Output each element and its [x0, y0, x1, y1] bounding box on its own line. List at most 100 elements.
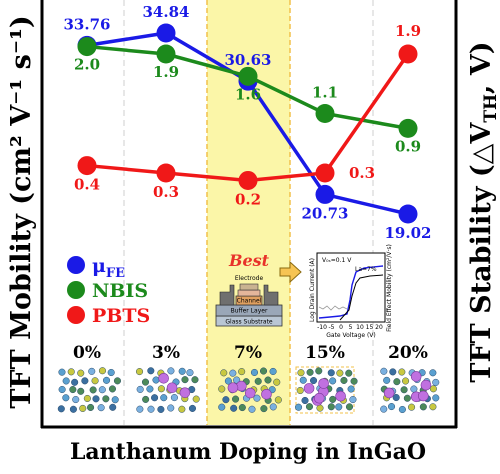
lattice-atom: [178, 405, 186, 413]
lattice-atom: [349, 395, 357, 404]
lattice-atom: [181, 376, 189, 384]
lattice-atom: [254, 377, 262, 385]
dopant-atom: [158, 372, 169, 384]
data-label-pbts: 0.3: [153, 183, 179, 201]
lattice-atom: [429, 385, 437, 393]
inset-x-tick-label: -5: [329, 324, 335, 331]
dopant-atom: [383, 387, 395, 399]
lattice-atom: [305, 403, 314, 411]
lattice-atom: [91, 377, 99, 385]
lattice-atom: [191, 376, 199, 384]
category-label: 3%: [152, 343, 180, 363]
device-gate-oxide: [237, 289, 261, 297]
lattice-atom: [297, 369, 305, 377]
inset-noise-trace: [318, 305, 348, 311]
lattice-atom: [88, 367, 96, 375]
lattice-atom: [419, 403, 427, 411]
lattice-atom: [230, 404, 238, 412]
data-label-nbis: 1.6: [235, 85, 261, 103]
dopant-atom: [261, 388, 272, 400]
lattice-atom: [269, 403, 277, 411]
lattice-atom: [62, 377, 70, 385]
lattice-atom: [347, 385, 355, 393]
lattice-atom: [224, 377, 232, 385]
lattice-atom: [72, 395, 80, 404]
lattice-atom: [259, 367, 268, 375]
lattice-atom: [69, 405, 77, 413]
device-electrode-right: [263, 284, 279, 306]
lattice-atom: [111, 396, 119, 404]
legend-marker-mobility: [67, 256, 85, 274]
legend-item-nbis: NBIS: [67, 280, 148, 302]
lattice-atom: [167, 404, 175, 412]
best-arrow-icon: [279, 260, 302, 284]
device-label-electrode: Electrode: [235, 275, 264, 282]
lattice-atom: [335, 403, 343, 411]
lattice-atom: [387, 403, 396, 411]
lattice-atom: [250, 368, 259, 377]
lattice-atom: [67, 368, 75, 376]
category-label: 15%: [305, 343, 345, 363]
dopant-atom: [313, 392, 325, 404]
category-label: 7%: [234, 343, 262, 363]
category-labels: 0% 3% 7% 15% 20%: [73, 343, 428, 363]
lattice-atom: [108, 385, 117, 393]
lattice-atom: [260, 405, 268, 413]
crystal-structure-thumbnail: [218, 367, 282, 413]
lattice-atom: [97, 404, 105, 412]
lattice-atom: [92, 395, 100, 403]
lattice-atom: [151, 394, 159, 402]
lattice-atom: [429, 403, 437, 411]
lattice-atom: [58, 385, 66, 394]
lattice-atom: [264, 376, 272, 384]
lattice-atom: [327, 369, 335, 377]
lattice-atom: [306, 368, 314, 376]
lattice-atom: [170, 394, 178, 402]
legend-label-nbis: NBIS: [92, 280, 148, 302]
data-point-nbis: [156, 44, 176, 64]
best-label: Best: [228, 251, 270, 270]
data-label-pbts: 0.4: [74, 176, 100, 194]
lattice-atom: [269, 367, 277, 375]
lattice-atom: [429, 369, 437, 377]
lattice-atom: [340, 376, 348, 384]
inset-x-ticks: -10 -5 0 5 10 15 20: [317, 324, 383, 331]
inset-x-axis-title: Gate Voltage (V): [326, 332, 375, 339]
legend-marker-pbts: [67, 306, 85, 324]
lattice-atom: [329, 377, 337, 385]
lattice-atom: [102, 395, 110, 403]
legend-marker-nbis: [67, 281, 85, 299]
lattice-atom: [400, 386, 408, 394]
lattice-atom: [57, 405, 65, 413]
legend-item-mobility: μFE: [67, 255, 125, 281]
lattice-atom: [345, 369, 353, 377]
data-label-pbts: 0.2: [235, 190, 261, 208]
lattice-atom: [186, 369, 194, 377]
lattice-atom: [380, 405, 388, 413]
lattice-atom: [398, 368, 406, 376]
lattice-atom: [383, 376, 391, 384]
lattice-atom: [301, 396, 309, 405]
inset-right-axis-title: Field Effect Mobility (cm²/V·s): [386, 244, 393, 332]
data-point-pbts: [156, 163, 176, 183]
lattice-atom: [167, 367, 175, 375]
lattice-atom: [160, 394, 168, 402]
lattice-atom: [107, 368, 115, 377]
lattice-atom: [327, 403, 335, 411]
lattice-atom: [152, 376, 160, 384]
lattice-atom: [393, 378, 401, 386]
lattice-atom: [350, 377, 358, 385]
category-label: 20%: [388, 343, 428, 363]
dopant-atom: [335, 390, 346, 402]
crystal-structure-thumbnail: [135, 367, 200, 413]
lattice-atom: [233, 376, 241, 384]
lattice-atom: [329, 395, 337, 403]
crystal-structure-thumbnail: [294, 366, 358, 414]
lattice-atom: [410, 385, 418, 393]
data-label-μfe: 19.02: [385, 224, 432, 242]
lattice-atom: [136, 385, 144, 393]
data-point-μfe: [156, 23, 176, 43]
dopant-atom: [418, 390, 429, 402]
inset-x-tick-label: 10: [356, 324, 364, 331]
